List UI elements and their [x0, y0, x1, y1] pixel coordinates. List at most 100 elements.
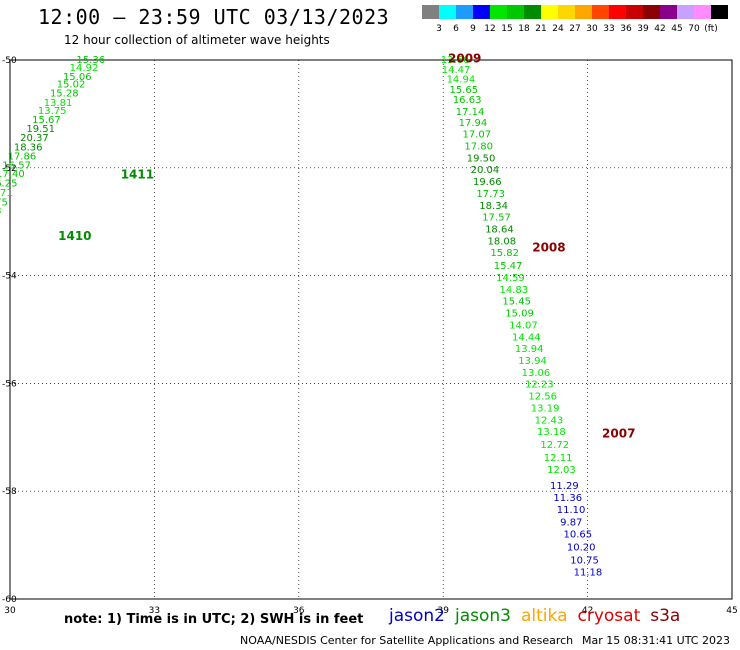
color-swatch	[643, 5, 660, 19]
satellite-legend: jason2 jason3 altika cryosat s3a	[389, 606, 690, 626]
wave-height-point: 14.71	[0, 188, 13, 199]
color-scale-label: 70	[688, 24, 700, 34]
wave-height-point: 11.36	[553, 493, 582, 504]
wave-height-point: 12.03	[547, 465, 576, 476]
track-label: 1410	[58, 229, 91, 243]
wave-height-point: 17.07	[462, 130, 491, 141]
y-tick-label: -52	[2, 164, 17, 174]
wave-height-point: 12.56	[528, 392, 557, 403]
wave-height-point: 15.06	[63, 72, 92, 83]
x-tick-label: 36	[293, 606, 305, 616]
wave-height-point: 18.36	[14, 143, 43, 154]
wave-height-point: 15.75	[0, 198, 8, 209]
x-tick-label: 45	[726, 606, 737, 616]
wave-height-point: 17.40	[0, 169, 25, 180]
x-tick-label: 33	[149, 606, 160, 616]
color-swatch	[660, 5, 677, 19]
color-swatch	[473, 5, 490, 19]
track-label: 1411	[121, 168, 154, 182]
wave-height-point: 17.86	[8, 152, 37, 163]
wave-height-point: 11.29	[550, 481, 579, 492]
footer-timestamp: Mar 15 08:31:41 UTC 2023	[582, 634, 730, 647]
legend-item-jason2: jason2	[389, 606, 445, 626]
page-title: 12:00 – 23:59 UTC 03/13/2023	[38, 5, 390, 29]
color-swatch	[524, 5, 541, 19]
y-tick-label: -58	[2, 487, 17, 497]
y-tick-label: -50	[2, 56, 17, 66]
wave-height-point: 13.81	[44, 98, 73, 109]
color-scale-label: 12	[484, 24, 495, 34]
wave-height-point: 14.47	[442, 65, 471, 76]
legend-item-jason3: jason3	[455, 606, 511, 626]
legend-item-altika: altika	[521, 606, 568, 626]
color-swatch	[575, 5, 592, 19]
wave-height-point: 14.07	[509, 320, 538, 331]
color-swatch	[490, 5, 507, 19]
wave-height-point: 11.18	[574, 567, 603, 578]
y-tick-label: -60	[2, 595, 17, 605]
wave-height-point: 17.80	[464, 141, 493, 152]
wave-height-point: 10.75	[570, 555, 599, 566]
color-scale-label: 18	[518, 24, 530, 34]
legend-item-s3a: s3a	[650, 606, 681, 626]
track-label: 2007	[602, 426, 635, 440]
wave-height-point: 13.18	[537, 427, 566, 438]
wave-height-point: 17.57	[482, 213, 511, 224]
wave-height-point: 15.28	[50, 89, 79, 100]
wave-height-point: 19.50	[467, 153, 496, 164]
color-swatch	[422, 5, 439, 19]
wave-height-point: 13.94	[515, 344, 544, 355]
wave-height-point: 15.67	[32, 115, 61, 126]
wave-height-point: 20.04	[471, 165, 500, 176]
color-swatch	[609, 5, 626, 19]
wave-height-point: 12.43	[535, 415, 564, 426]
footer-agency: NOAA/NESDIS Center for Satellite Applica…	[240, 634, 574, 647]
wave-height-point: 20.37	[20, 133, 49, 144]
wave-height-point: 14.59	[496, 273, 525, 284]
color-swatch	[677, 5, 694, 19]
color-scale-label: 39	[637, 24, 649, 34]
color-scale-label: 21	[535, 24, 546, 34]
wave-height-point: 15.82	[490, 248, 519, 259]
wave-height-point: 15.65	[449, 85, 478, 96]
wave-height-point: 16.63	[453, 95, 482, 106]
color-swatch	[507, 5, 524, 19]
y-tick-label: -56	[2, 379, 17, 389]
wave-height-point: 13.06	[522, 368, 551, 379]
note-text: note: 1) Time is in UTC; 2) SWH is in fe…	[64, 612, 364, 627]
wave-height-point: 14.43	[0, 206, 2, 217]
color-scale-label: 36	[620, 24, 632, 34]
x-tick-label: 39	[437, 606, 449, 616]
wave-height-point: 12.11	[544, 453, 573, 464]
color-scale-label: 45	[671, 24, 682, 34]
wave-height-point: 13.66	[441, 55, 470, 66]
color-scale-label: 6	[453, 24, 459, 34]
color-scale-label: 30	[586, 24, 598, 34]
wave-height-point: 17.14	[456, 107, 485, 118]
color-scale-bar: 3 6 9 12 15 18 21 24 27 30 33 36 39 42 45 70 (ft)	[422, 5, 728, 34]
wave-height-point: 12.72	[540, 440, 569, 451]
wave-height-point: 17.73	[476, 189, 505, 200]
wave-height-point: 12.23	[525, 380, 554, 391]
wave-height-point: 18.64	[485, 224, 514, 235]
wave-height-point: 14.94	[447, 75, 476, 86]
wave-height-point: 9.87	[560, 518, 582, 529]
wave-height-point: 10.65	[564, 530, 593, 541]
color-scale-label: 42	[654, 24, 665, 34]
color-swatch	[626, 5, 643, 19]
color-swatch	[592, 5, 609, 19]
wave-height-point: 14.83	[500, 285, 529, 296]
track-label: 2008	[532, 240, 565, 254]
wave-height-point: 13.75	[38, 106, 67, 117]
wave-height-point: 11.10	[557, 505, 586, 516]
y-tick-label: -54	[2, 272, 17, 282]
color-scale-label: 24	[552, 24, 564, 34]
color-swatch	[558, 5, 575, 19]
color-swatch	[694, 5, 711, 19]
wave-height-point: 13.94	[518, 356, 547, 367]
color-scale-label: 9	[470, 24, 476, 34]
wave-height-point: 19.66	[473, 177, 502, 188]
wave-height-point: 10.20	[567, 542, 596, 553]
